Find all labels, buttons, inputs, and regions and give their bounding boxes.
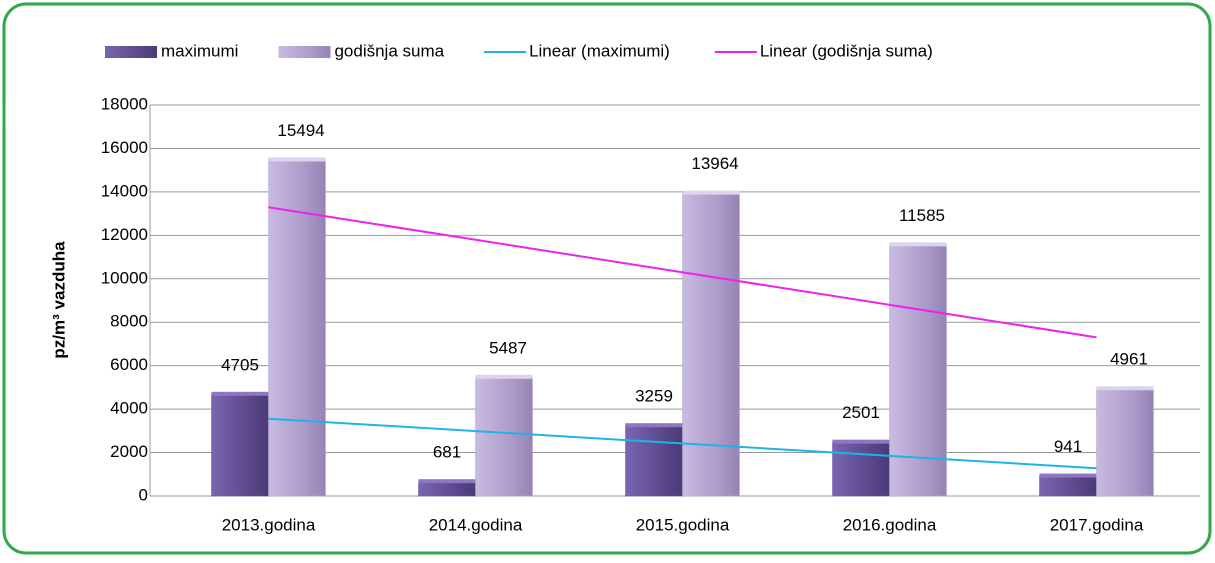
data-label: 4705	[221, 355, 259, 374]
data-label: 13964	[691, 154, 738, 173]
data-label: 2501	[842, 403, 880, 422]
bar-cap	[475, 374, 533, 379]
bar-cap	[418, 479, 476, 484]
y-tick-label: 4000	[110, 399, 148, 418]
bar	[1096, 387, 1154, 497]
trendline	[268, 206, 1097, 339]
y-tick-label: 8000	[110, 312, 148, 331]
bar-cap	[889, 242, 947, 247]
x-tick-label: 2013.godina	[222, 515, 316, 534]
y-tick-label: 12000	[101, 225, 148, 244]
bar	[1039, 475, 1097, 497]
bar	[832, 441, 890, 497]
legend-label: godišnja suma	[334, 41, 444, 60]
y-tick-label: 16000	[101, 138, 148, 157]
y-tick-label: 10000	[101, 268, 148, 287]
bar-cap	[832, 439, 890, 444]
bar-cap	[1039, 473, 1097, 478]
data-label: 941	[1054, 437, 1082, 456]
y-axis-label: pz/m³ vazduha	[49, 241, 68, 359]
data-label: 15494	[277, 121, 324, 140]
x-tick-label: 2016.godina	[843, 515, 937, 534]
bar	[211, 393, 269, 497]
y-tick-label: 14000	[101, 181, 148, 200]
legend-label: maximumi	[161, 41, 238, 60]
y-tick-label: 6000	[110, 355, 148, 374]
data-label: 4961	[1110, 350, 1148, 369]
bar-cap	[268, 157, 326, 162]
trendline	[268, 417, 1097, 470]
x-tick-label: 2017.godina	[1050, 515, 1144, 534]
bar	[682, 192, 740, 497]
legend-label: Linear (godišnja suma)	[760, 41, 933, 60]
data-label: 11585	[899, 206, 945, 225]
bar-cap	[1096, 386, 1154, 391]
bar	[475, 376, 533, 497]
bar	[268, 159, 326, 497]
bar-cap	[211, 391, 269, 396]
x-tick-label: 2014.godina	[429, 515, 523, 534]
y-tick-label: 0	[139, 485, 148, 504]
y-tick-label: 2000	[110, 442, 148, 461]
bar-cap	[625, 423, 683, 428]
data-label: 681	[433, 443, 461, 462]
legend-swatch	[278, 46, 331, 58]
data-label: 3259	[635, 387, 673, 406]
legend-swatch	[105, 46, 157, 58]
bar	[625, 424, 683, 497]
data-label: 5487	[489, 338, 527, 357]
bar	[889, 244, 947, 497]
x-tick-label: 2015.godina	[636, 515, 730, 534]
bar	[418, 480, 476, 497]
legend-label: Linear (maximumi)	[529, 41, 670, 60]
bar-cap	[682, 190, 740, 195]
y-tick-label: 18000	[101, 94, 148, 113]
